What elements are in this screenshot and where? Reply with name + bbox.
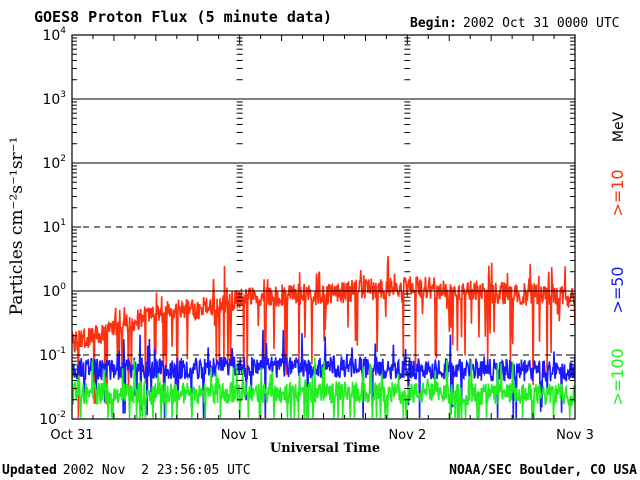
y-axis-label: Particles cm⁻²s⁻¹sr⁻¹ <box>7 137 27 316</box>
chart-title: GOES8 Proton Flux (5 minute data) <box>34 8 332 26</box>
x-axis-label: Universal Time <box>270 441 380 456</box>
y-tick-label: 104 <box>42 26 66 44</box>
y-tick-label: 100 <box>42 282 66 300</box>
grid-layer <box>72 37 575 420</box>
y-tick-label: 101 <box>42 218 66 236</box>
y-tick-label: 10-2 <box>39 410 66 428</box>
x-tick-label: Nov 3 <box>556 428 594 443</box>
updated-label: Updated <box>2 463 57 478</box>
y-tick-label: 102 <box>42 154 66 172</box>
updated-value: 2002 Nov 2 23:56:05 UTC <box>63 463 251 478</box>
legend-entry: >=100 <box>608 348 627 405</box>
begin-label: Begin: <box>410 16 457 31</box>
series-line-ge100 <box>72 357 575 419</box>
begin-value: 2002 Oct 31 0000 UTC <box>463 16 620 31</box>
x-tick-label: Nov 2 <box>388 428 426 443</box>
legend: MeV >=10 >=50 >=100 <box>608 111 627 405</box>
credit-label: NOAA/SEC Boulder, CO USA <box>449 463 637 478</box>
series-line-ge10 <box>72 255 575 419</box>
x-tick-label: Nov 1 <box>221 428 259 443</box>
y-tick-label: 103 <box>42 90 66 108</box>
legend-entry: >=50 <box>608 266 627 313</box>
begin-time: Begin: 2002 Oct 31 0000 UTC <box>410 16 620 31</box>
y-tick-label: 10-1 <box>39 346 66 364</box>
axis-layer: 10-2 10-1 100 101 102 103 104 Oct 31 Nov 1 Nov 2 N… <box>39 26 594 443</box>
series-layer <box>72 255 575 419</box>
legend-units: MeV <box>611 111 627 142</box>
legend-entry: >=10 <box>608 169 627 216</box>
x-tick-label: Oct 31 <box>50 428 93 443</box>
updated-stamp: Updated 2002 Nov 2 23:56:05 UTC <box>2 463 251 478</box>
